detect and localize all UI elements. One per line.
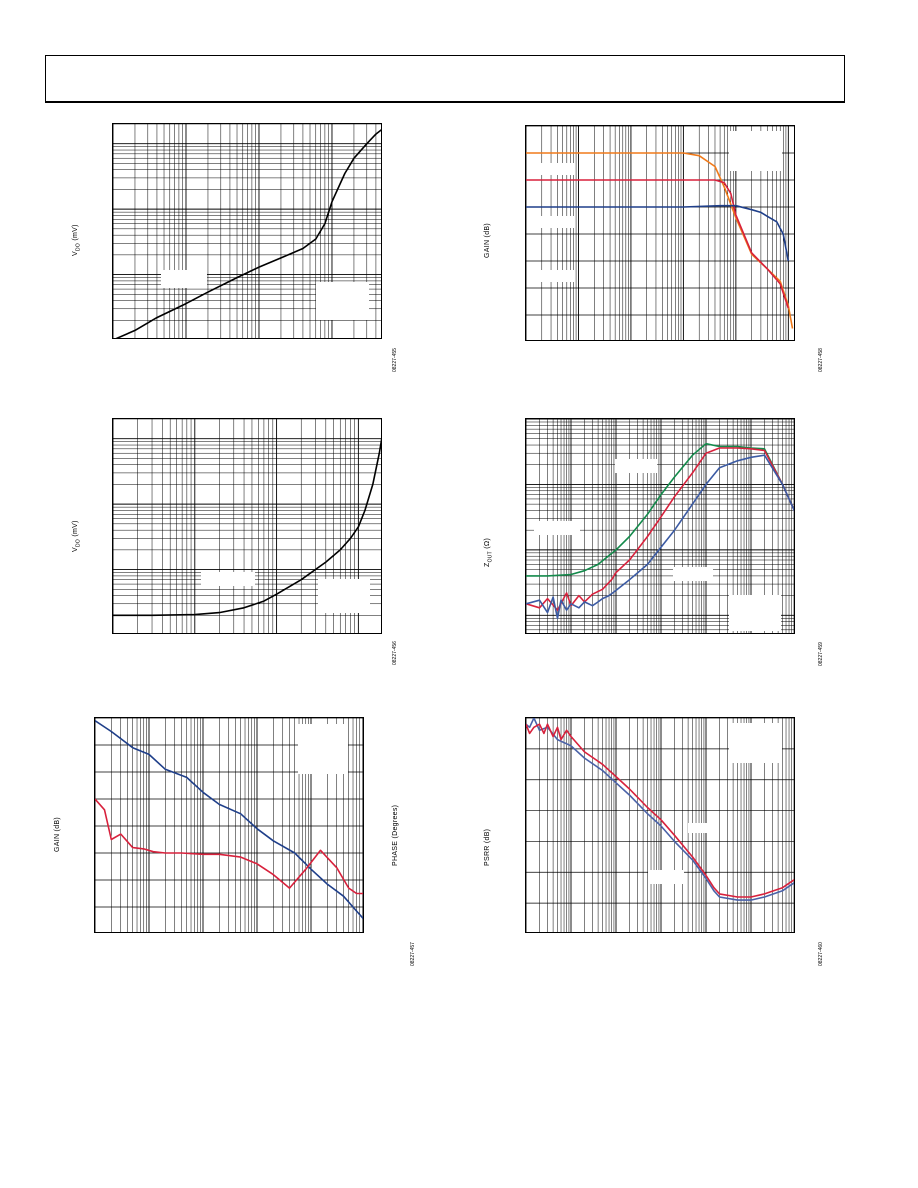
legend-box: [316, 282, 369, 320]
y-axis-label: PSRR (dB): [484, 828, 491, 866]
figure-id: 08227-456: [392, 641, 398, 665]
legend-box: [529, 270, 574, 282]
y-axis-label-right: PHASE (Degrees): [392, 804, 399, 866]
series-line-1: [526, 152, 794, 329]
y-axis-label: VDO (mV): [72, 520, 82, 552]
chart-svg: [526, 126, 794, 340]
series-line-3: [526, 204, 790, 262]
legend-box: [729, 595, 781, 631]
chart-svg: [526, 419, 794, 633]
legend-box: [648, 870, 684, 884]
page-header-box: [45, 55, 845, 103]
series-line-1: [115, 129, 381, 338]
series-line-1: [526, 442, 794, 577]
legend-box: [298, 724, 348, 774]
legend-box: [729, 723, 782, 763]
plot-area: [94, 717, 364, 933]
legend-box: [201, 572, 255, 586]
plot-area: [112, 418, 382, 634]
series-line-2: [526, 447, 794, 611]
series-line-2: [526, 723, 794, 898]
y-axis-label: VDO (mV): [72, 224, 82, 256]
grid: [113, 124, 381, 338]
legend-box: [615, 459, 657, 473]
series-line-1: [526, 718, 794, 901]
figure-id: 08227-460: [818, 942, 824, 966]
legend-box: [688, 823, 718, 833]
legend-box: [529, 163, 574, 175]
figure-id: 08227-458: [818, 348, 824, 372]
legend-box: [161, 270, 207, 288]
series-line-1: [95, 720, 363, 920]
chart-svg: [113, 124, 381, 338]
y-axis-label: ZOUT (Ω): [484, 537, 494, 567]
legend-box: [534, 521, 580, 535]
chart-svg: [95, 718, 363, 932]
figure-id: 08227-457: [410, 942, 416, 966]
series-line-1: [113, 438, 381, 617]
series-line-3: [526, 454, 794, 620]
series-line-2: [526, 179, 790, 309]
series-line-2: [95, 798, 363, 895]
figure-id: 08227-455: [392, 348, 398, 372]
legend-box: [673, 567, 713, 581]
plot-area: [112, 123, 382, 339]
y-axis-label: GAIN (dB): [484, 223, 491, 258]
legend-box: [729, 131, 782, 171]
legend-box: [318, 579, 370, 613]
plot-area: [525, 125, 795, 341]
figure-id: 08227-459: [818, 642, 824, 666]
legend-box: [529, 216, 574, 228]
plot-area: [525, 717, 795, 933]
y-axis-label: GAIN (dB): [54, 817, 61, 852]
plot-area: [525, 418, 795, 634]
